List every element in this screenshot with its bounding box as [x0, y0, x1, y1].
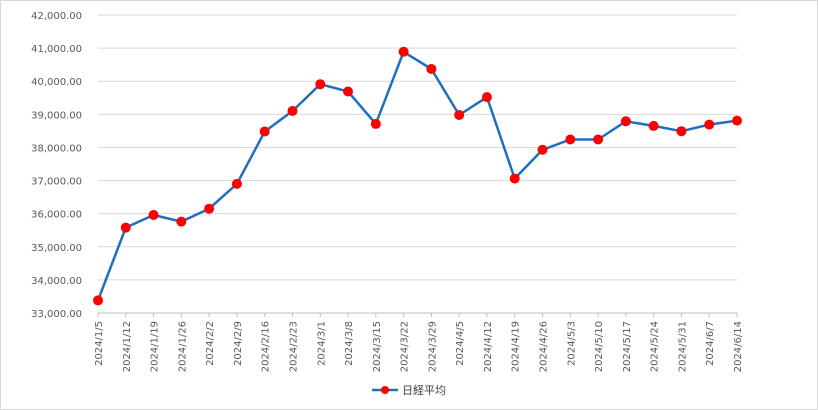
x-axis-ticks: 2024/1/5 2024/1/12 2024/1/19 2024/1/26 2024/… [94, 321, 744, 372]
data-point [565, 134, 576, 145]
data-point [204, 203, 215, 214]
x-tick-label: 2024/4/26 [539, 321, 550, 372]
y-tick-label: 38,000.00 [31, 143, 82, 154]
y-tick-label: 36,000.00 [31, 210, 82, 221]
x-tick-label: 2024/4/12 [483, 321, 494, 372]
data-point [259, 126, 270, 137]
y-tick-label: 33,000.00 [31, 309, 82, 320]
x-tick-label: 2024/3/29 [427, 321, 438, 372]
data-point [620, 116, 631, 127]
data-point [426, 63, 437, 74]
data-point [343, 86, 354, 97]
data-point [120, 222, 131, 233]
series-layer [93, 46, 742, 306]
data-point [732, 115, 742, 126]
x-tick-label: 2024/3/22 [400, 321, 411, 372]
data-point [148, 209, 159, 220]
x-tick-label: 2024/5/17 [622, 321, 633, 372]
x-tick-label: 2024/3/8 [344, 321, 355, 366]
series-line [96, 50, 738, 301]
data-point [370, 118, 381, 129]
data-point [509, 173, 520, 184]
y-tick-label: 41,000.00 [31, 44, 82, 55]
x-tick-label: 2024/3/1 [316, 321, 327, 366]
x-tick-label: 2024/1/12 [122, 321, 133, 372]
data-point [315, 79, 326, 90]
x-tick-label: 2024/2/16 [261, 321, 272, 372]
x-tick-label: 2024/2/9 [233, 321, 244, 366]
data-point [398, 46, 409, 57]
x-tick-label: 2024/6/7 [705, 321, 716, 366]
legend-label: 日経平均 [402, 384, 446, 397]
x-tick-label: 2024/4/5 [455, 321, 466, 366]
x-tick-label: 2024/5/3 [566, 321, 577, 366]
legend: 日経平均 [372, 384, 446, 397]
y-tick-label: 35,000.00 [31, 243, 82, 254]
x-tick-label: 2024/4/19 [511, 321, 522, 372]
data-point [231, 178, 242, 189]
x-tick-label: 2024/6/14 [733, 321, 744, 372]
gridlines [98, 14, 737, 281]
y-tick-label: 39,000.00 [31, 110, 82, 121]
x-tick-label: 2024/1/5 [94, 321, 105, 366]
x-tick-label: 2024/2/2 [205, 321, 216, 366]
x-tick-label: 2024/2/23 [288, 321, 299, 372]
data-point [537, 144, 548, 155]
data-point [593, 134, 604, 145]
x-tick-label: 2024/5/31 [677, 321, 688, 372]
data-point [93, 295, 103, 306]
data-point [481, 92, 492, 103]
data-point [676, 126, 687, 137]
data-point [648, 120, 659, 131]
data-point [176, 216, 187, 227]
x-tick-label: 2024/1/26 [177, 321, 188, 372]
x-tick-label: 2024/1/19 [150, 321, 161, 372]
x-tick-label: 2024/3/15 [372, 321, 383, 372]
data-point [287, 106, 298, 117]
y-tick-label: 34,000.00 [31, 276, 82, 287]
y-tick-label: 37,000.00 [31, 177, 82, 188]
x-tick-label: 2024/5/10 [594, 321, 605, 372]
y-tick-label: 40,000.00 [31, 77, 82, 88]
data-point [704, 119, 715, 130]
legend-marker-swatch [381, 386, 389, 394]
x-tick-label: 2024/5/24 [650, 321, 661, 372]
data-point [454, 109, 465, 120]
y-axis-ticks: 33,000.00 34,000.00 35,000.00 36,000.00 37,0… [31, 11, 82, 320]
y-tick-label: 42,000.00 [31, 11, 82, 22]
x-axis [97, 312, 738, 317]
